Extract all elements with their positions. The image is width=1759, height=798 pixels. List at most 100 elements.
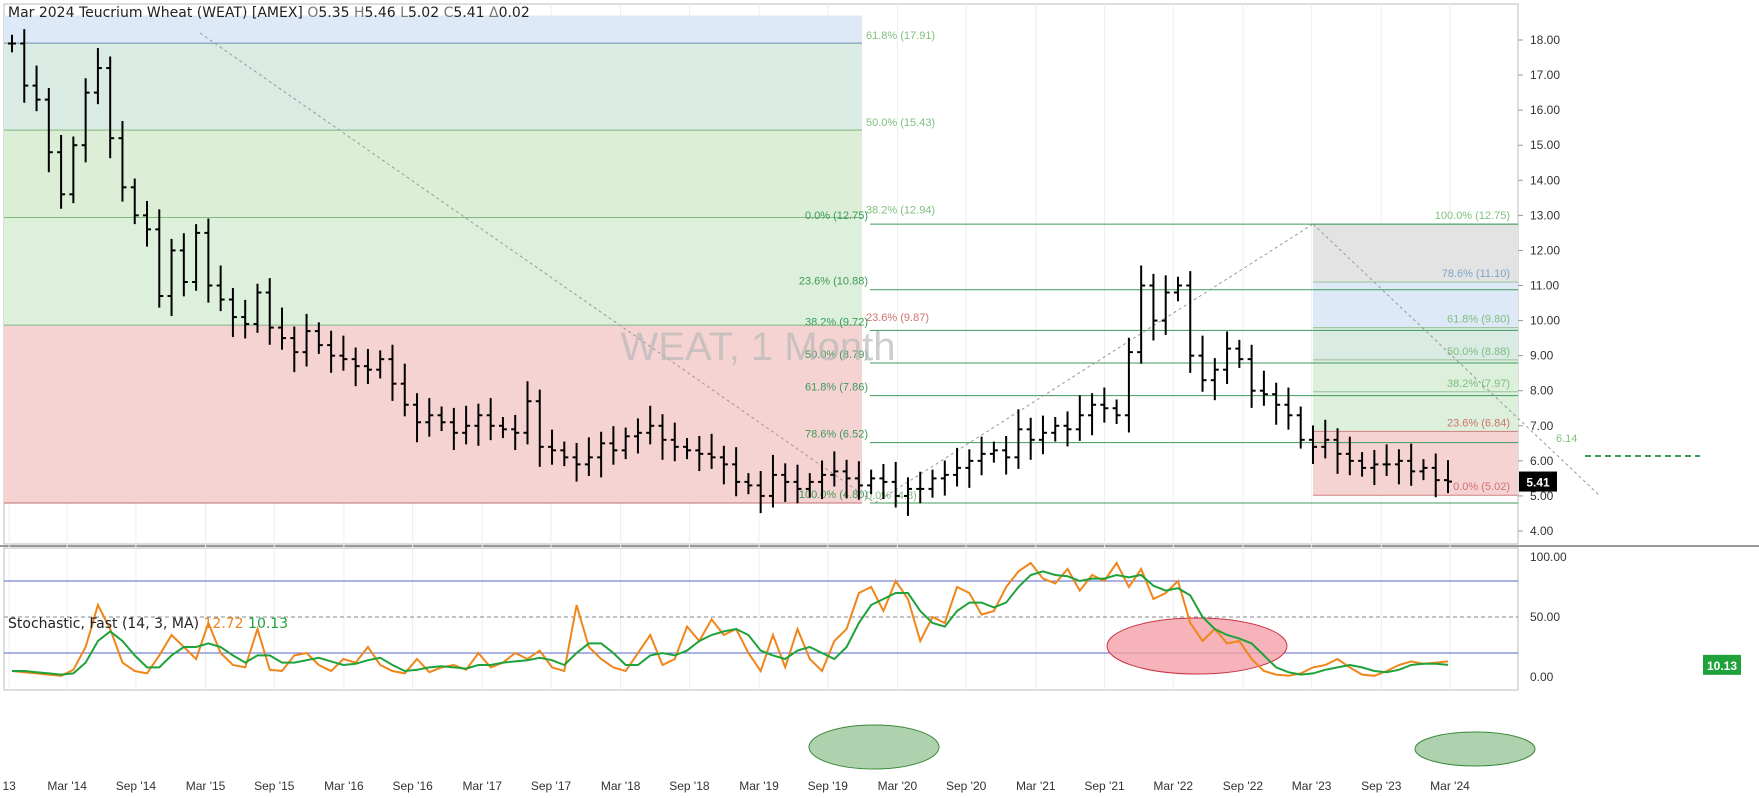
ohlc-bar: [1431, 453, 1440, 498]
ohlc-bar: [20, 29, 29, 103]
fib-set2-label: 38.2% (9.72): [805, 316, 868, 328]
ohlc-bar: [867, 469, 876, 495]
chart-header: Mar 2024 Teucrium Wheat (WEAT) [AMEX] O5…: [8, 5, 530, 21]
ohlc-bar: [388, 344, 397, 401]
fib-set1-label: 50.0% (15.43): [866, 117, 935, 129]
ohlc-bar: [781, 463, 790, 502]
x-tick-label: Sep '16: [392, 779, 433, 793]
x-tick-label: Mar '16: [324, 779, 364, 793]
ohlc-bar: [597, 431, 606, 478]
ohlc-bar: [1333, 428, 1342, 474]
ohlc-bar: [609, 426, 618, 465]
ohlc-bar: [1124, 337, 1133, 433]
ohlc-bar: [793, 464, 802, 504]
ohlc-bar: [1161, 275, 1170, 335]
ohlc-bar: [977, 436, 986, 476]
ohlc-bar: [548, 429, 557, 465]
ohlc-bar: [560, 441, 569, 467]
ohlc-bar: [1112, 399, 1121, 425]
fib-set2-label: 0.0% (12.75): [805, 210, 868, 222]
y-tick-label: 8.00: [1530, 384, 1554, 398]
ohlc-bar: [1075, 395, 1084, 441]
ohlc-bar: [1198, 335, 1207, 392]
annotation-label: 6.14: [1556, 433, 1577, 445]
x-tick-label: Mar '17: [462, 779, 502, 793]
ohlc-bar: [376, 350, 385, 379]
ohlc-bar: [363, 348, 372, 385]
stochastic-d-line: [12, 570, 1449, 676]
ohlc-bar: [756, 471, 765, 514]
zone-teal: [4, 43, 862, 131]
ohlc-bar: [413, 393, 422, 443]
ohlc-bar: [278, 307, 287, 350]
x-tick-label: Sep '14: [116, 779, 157, 793]
ohlc-bar: [253, 283, 262, 333]
x-tick-label: Mar '22: [1153, 779, 1193, 793]
last-price-badge: [1519, 471, 1557, 492]
fib-set1-label: 61.8% (17.91): [866, 30, 935, 42]
stochastic-y-label: 50.00: [1530, 610, 1560, 624]
ohlc-bar: [130, 178, 139, 225]
y-tick-label: 7.00: [1530, 419, 1554, 433]
x-tick-label: Mar '18: [601, 779, 641, 793]
ohlc-bar: [155, 209, 164, 308]
ohlc-bar: [498, 417, 507, 439]
ohlc-bar: [228, 287, 237, 338]
stochastic-badge-text: 10.13: [1707, 659, 1737, 673]
watermark: WEAT, 1 Month: [621, 325, 896, 369]
ohlc-bar: [179, 233, 188, 297]
ohlc-bar: [842, 459, 851, 499]
ohlc-bar: [732, 447, 741, 497]
ohlc-bar: [1444, 460, 1452, 494]
y-tick-label: 11.00: [1530, 279, 1559, 293]
ohlc-bar: [351, 347, 360, 387]
stochastic-header: Stochastic, Fast (14, 3, MA) 12.72 10.13: [8, 616, 288, 632]
ohlc-bar: [1137, 265, 1146, 364]
zone-teal-right: [1313, 327, 1518, 360]
fib-set3-label: 0.0% (5.02): [1453, 481, 1510, 493]
ohlc-bar: [633, 418, 642, 454]
ohlc-bar: [719, 445, 728, 485]
ohlc-bar: [302, 313, 311, 367]
fib-set2-label: 100.0% (4.80): [799, 489, 868, 501]
zone-lightgreen: [4, 217, 862, 326]
open-value: 5.35: [318, 5, 350, 21]
fib-set1-label: 38.2% (12.94): [866, 204, 935, 216]
x-tick-label: Mar '14: [47, 779, 87, 793]
y-tick-label: 6.00: [1530, 454, 1554, 468]
fib-set3-label: 38.2% (7.97): [1447, 378, 1510, 390]
y-tick-label: 5.00: [1530, 489, 1554, 503]
ohlc-bar: [928, 469, 937, 498]
ohlc-bar: [449, 407, 458, 450]
y-tick-label: 13.00: [1530, 208, 1560, 222]
zone-gray: [1313, 224, 1518, 282]
ohlc-bar: [118, 121, 127, 202]
y-tick-label: 12.00: [1530, 243, 1560, 257]
ohlc-bar: [646, 405, 655, 445]
ohlc-bar: [854, 461, 863, 500]
fib-set3-label: 61.8% (9.80): [1447, 314, 1510, 326]
ohlc-bar: [695, 435, 704, 472]
zone-red-right: [1313, 431, 1518, 496]
ohlc-bar: [1358, 452, 1367, 477]
high-value: 5.46: [364, 5, 396, 21]
y-tick-label: 16.00: [1530, 103, 1560, 117]
ohlc-bar: [425, 398, 434, 437]
ohlc-bar: [1394, 449, 1403, 485]
ohlc-bar: [1259, 370, 1268, 406]
ohlc-bar: [903, 477, 912, 516]
x-tick-label: Sep '23: [1361, 779, 1402, 793]
ohlc-bar: [989, 441, 998, 463]
ohlc-bar: [511, 414, 520, 450]
fib-set2-label: 61.8% (7.86): [805, 382, 868, 394]
trend-line: [874, 223, 1314, 504]
ohlc-bar: [707, 433, 716, 469]
ohlc-bar: [1002, 435, 1011, 475]
x-tick-label: Sep '15: [254, 779, 295, 793]
ohlc-bar: [1272, 382, 1281, 425]
ohlc-bar: [818, 460, 827, 500]
y-tick-label: 15.00: [1530, 138, 1560, 152]
stochastic-k-line: [11, 561, 1449, 677]
ohlc-bar: [204, 218, 213, 303]
close-value: 5.41: [453, 5, 485, 21]
